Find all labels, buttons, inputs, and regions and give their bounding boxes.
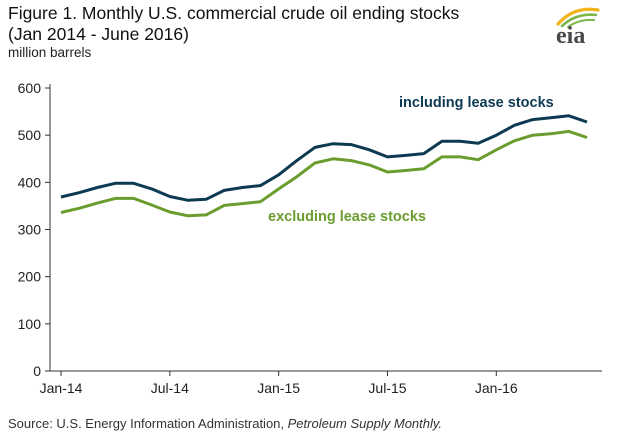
- title-line-1: Figure 1. Monthly U.S. commercial crude …: [8, 3, 460, 23]
- source-publication: Petroleum Supply Monthly.: [287, 416, 443, 431]
- x-tick-label: Jan-16: [475, 380, 518, 396]
- y-tick-label: 500: [18, 127, 42, 143]
- series-line-including-lease-stocks: [60, 114, 588, 202]
- y-tick-label: 600: [18, 80, 42, 96]
- chart-title: Figure 1. Monthly U.S. commercial crude …: [8, 3, 459, 45]
- unit-label: million barrels: [8, 45, 92, 60]
- x-tick-label: Jan-14: [40, 380, 83, 396]
- y-axis: 0 100 200 300 400 500 600: [18, 80, 51, 379]
- series-line-excluding-lease-stocks: [60, 129, 588, 218]
- y-tick-label: 100: [18, 316, 42, 332]
- x-tick-label: Jul-14: [151, 380, 189, 396]
- y-tick-label: 400: [18, 174, 42, 190]
- title-line-2: (Jan 2014 - June 2016): [8, 24, 189, 44]
- y-tick-label: 0: [33, 363, 41, 379]
- y-tick-label: 200: [18, 269, 42, 285]
- x-axis: Jan-14 Jul-14 Jan-15 Jul-15 Jan-16: [40, 370, 602, 396]
- y-tick-label: 300: [18, 222, 42, 238]
- series-lines: [60, 114, 588, 218]
- label-excluding-lease-stocks: excluding lease stocks: [268, 209, 426, 225]
- logo-text: eia: [556, 23, 585, 46]
- x-tick-label: Jan-15: [257, 380, 300, 396]
- x-tick-label: Jul-15: [368, 380, 406, 396]
- source-note: Source: U.S. Energy Information Administ…: [8, 416, 442, 431]
- label-including-lease-stocks: including lease stocks: [399, 95, 554, 111]
- eia-logo-icon: eia: [544, 4, 608, 46]
- source-prefix: Source: U.S. Energy Information Administ…: [8, 416, 288, 431]
